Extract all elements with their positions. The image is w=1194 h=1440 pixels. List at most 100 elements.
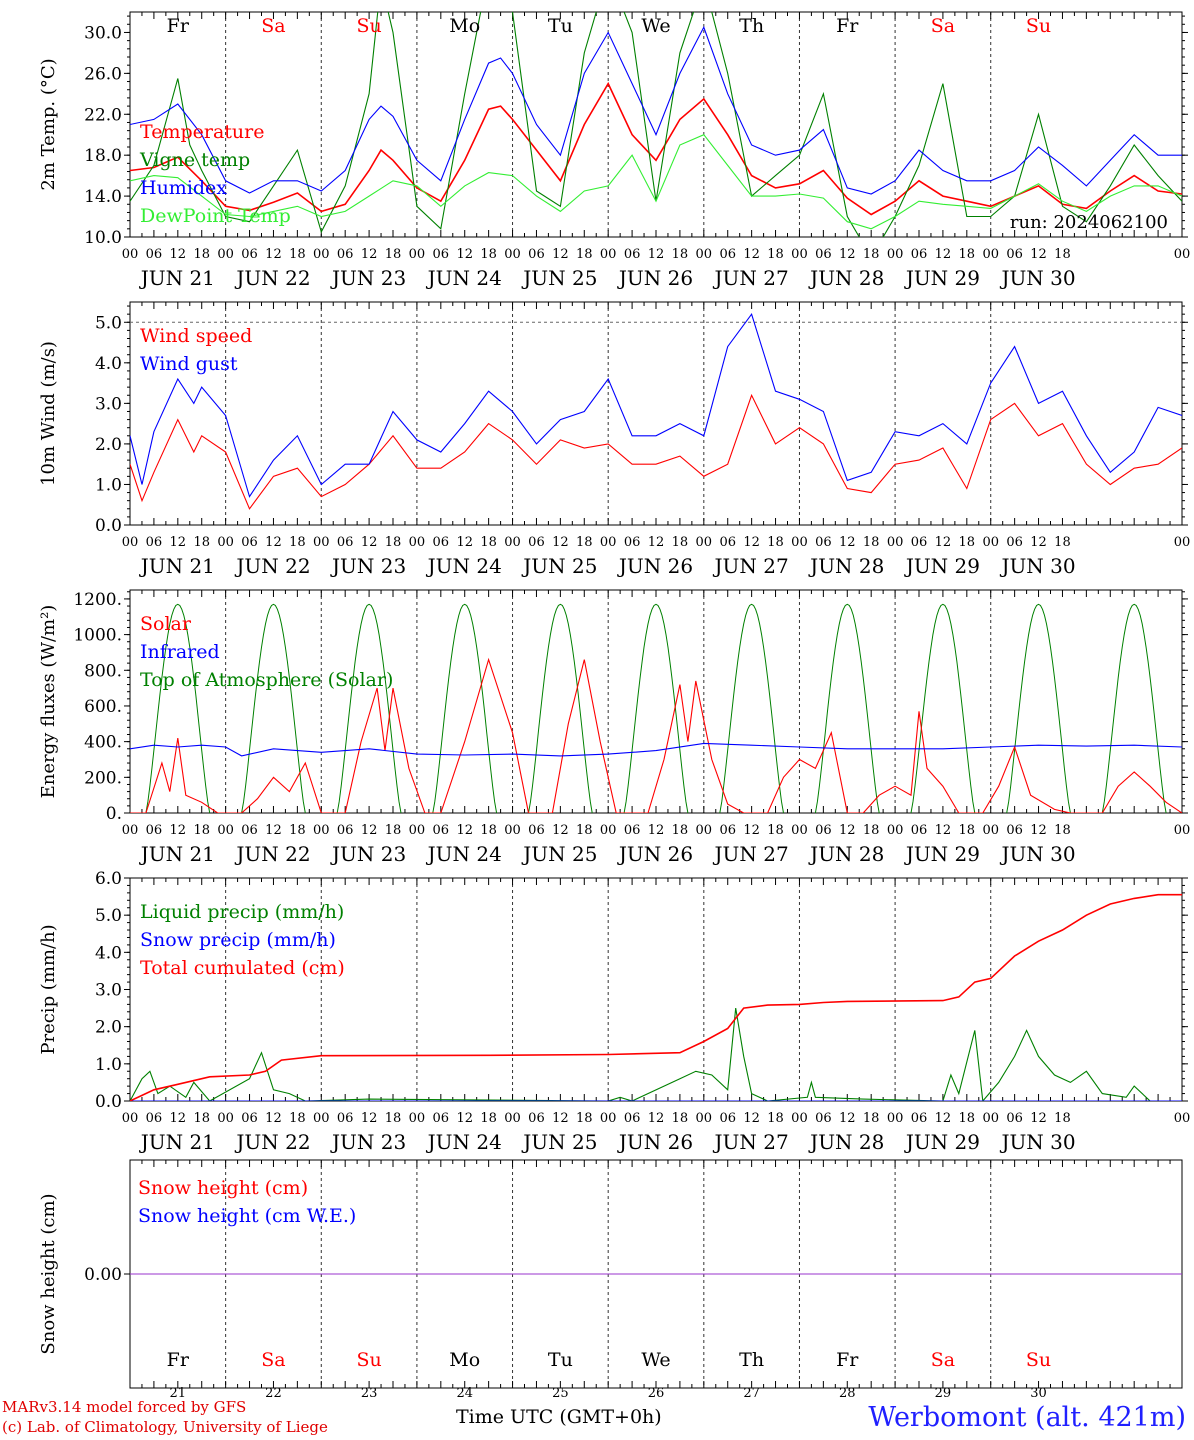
hour-label: 06 (1006, 1111, 1023, 1126)
hour-label: 06 (241, 1111, 258, 1126)
y-tick-label: 2.0 (95, 1018, 122, 1038)
plot-frame (129, 589, 1183, 814)
weekday-label: Su (1026, 1349, 1051, 1371)
hour-label: 12 (648, 535, 665, 550)
date-label: JUN 21 (139, 266, 215, 290)
hour-label: 06 (624, 823, 641, 838)
date-label: JUN 28 (808, 842, 884, 866)
hour-label: 18 (480, 535, 497, 550)
hour-label: 12 (361, 1111, 378, 1126)
weekday-label: Mo (449, 15, 480, 37)
date-label: JUN 25 (521, 842, 597, 866)
time-axis-title: Time UTC (GMT+0h) (456, 1406, 662, 1428)
hour-label: 06 (337, 1111, 354, 1126)
date-label: JUN 27 (713, 1130, 789, 1154)
hour-label: 18 (480, 247, 497, 262)
legend-entry: Top of Atmosphere (Solar) (140, 669, 393, 691)
hour-label: 00 (696, 823, 713, 838)
y-axis-title: 2m Temp. (°C) (38, 58, 59, 190)
hour-label: 12 (839, 247, 856, 262)
hour-label: 00 (791, 247, 808, 262)
hour-label: 00 (791, 823, 808, 838)
weekday-label: We (641, 15, 670, 37)
date-label: JUN 27 (713, 842, 789, 866)
hour-label: 06 (146, 535, 163, 550)
hour-label: 06 (528, 247, 545, 262)
hour-label: 00 (887, 1111, 904, 1126)
day-number-label: 26 (648, 1386, 665, 1401)
hour-label: 00 (409, 823, 426, 838)
hour-label: 06 (241, 247, 258, 262)
y-tick-label: 14.0 (84, 187, 122, 207)
y-tick-label: 1.0 (95, 475, 122, 495)
hour-label: 06 (624, 535, 641, 550)
day-number-label: 30 (1030, 1386, 1047, 1401)
hour-label: 00 (600, 823, 617, 838)
hour-label: 18 (767, 535, 784, 550)
hour-label: 06 (911, 1111, 928, 1126)
hour-label: 06 (146, 247, 163, 262)
date-label: JUN 29 (904, 842, 980, 866)
weekday-label: Mo (449, 1349, 480, 1371)
hour-label: 12 (648, 247, 665, 262)
hour-label: 00 (217, 1111, 234, 1126)
series-solar (130, 657, 1182, 813)
y-tick-label: 2.0 (95, 435, 122, 455)
hour-label: 00 (696, 535, 713, 550)
hour-label: 00 (887, 823, 904, 838)
date-label: JUN 27 (713, 554, 789, 578)
hour-label: 12 (361, 823, 378, 838)
hour-label: 12 (456, 823, 473, 838)
hour-label: 12 (743, 1111, 760, 1126)
hour-label: 00 (217, 247, 234, 262)
day-number-label: 27 (743, 1386, 760, 1401)
legend-entry: Liquid precip (mm/h) (140, 901, 344, 923)
weekday-label: Tu (548, 1349, 573, 1371)
hour-label: 00 (887, 535, 904, 550)
hour-label: 00 (982, 247, 999, 262)
hour-label: 00 (122, 535, 139, 550)
plot-frame (129, 301, 1183, 526)
y-axis-title: Energy fluxes (W/m²) (38, 605, 59, 799)
series-infrared (130, 742, 1182, 757)
y-tick-label: 0. (106, 804, 122, 824)
hour-label: 12 (648, 1111, 665, 1126)
date-label: JUN 23 (330, 554, 406, 578)
plot-frame (129, 11, 1183, 238)
legend-entry: Wind speed (140, 325, 252, 347)
weekday-label: Fr (167, 15, 190, 37)
hour-label: 18 (576, 823, 593, 838)
y-axis-title: 10m Wind (m/s) (38, 341, 59, 486)
hour-label: 18 (193, 535, 210, 550)
y-tick-label: 5.0 (95, 906, 122, 926)
hour-label: 12 (265, 1111, 282, 1126)
hour-label: 18 (672, 1111, 689, 1126)
hour-label: 00 (696, 1111, 713, 1126)
hour-label: 00 (504, 823, 521, 838)
day-number-label: 24 (456, 1386, 473, 1401)
date-label: JUN 27 (713, 266, 789, 290)
hour-label: 12 (1030, 1111, 1047, 1126)
hour-label: 06 (337, 535, 354, 550)
date-label: JUN 22 (234, 554, 310, 578)
y-tick-label: 26.0 (84, 64, 122, 84)
day-number-label: 21 (170, 1386, 187, 1401)
date-label: JUN 26 (617, 842, 693, 866)
series-dewpoint-temp (130, 134, 1182, 230)
hour-label: 00 (1174, 1111, 1191, 1126)
weekday-label: We (641, 1349, 670, 1371)
panel-5 (124, 1159, 1183, 1389)
hour-label: 12 (456, 247, 473, 262)
hour-label: 00 (982, 1111, 999, 1126)
hour-label: 00 (504, 535, 521, 550)
hour-label: 12 (361, 535, 378, 550)
hour-label: 18 (385, 247, 402, 262)
hour-label: 12 (265, 823, 282, 838)
hour-label: 06 (433, 247, 450, 262)
date-label: JUN 24 (426, 554, 502, 578)
hour-label: 18 (767, 1111, 784, 1126)
hour-label: 18 (1054, 1111, 1071, 1126)
date-label: JUN 30 (999, 266, 1075, 290)
date-label: JUN 28 (808, 266, 884, 290)
hour-label: 18 (385, 1111, 402, 1126)
